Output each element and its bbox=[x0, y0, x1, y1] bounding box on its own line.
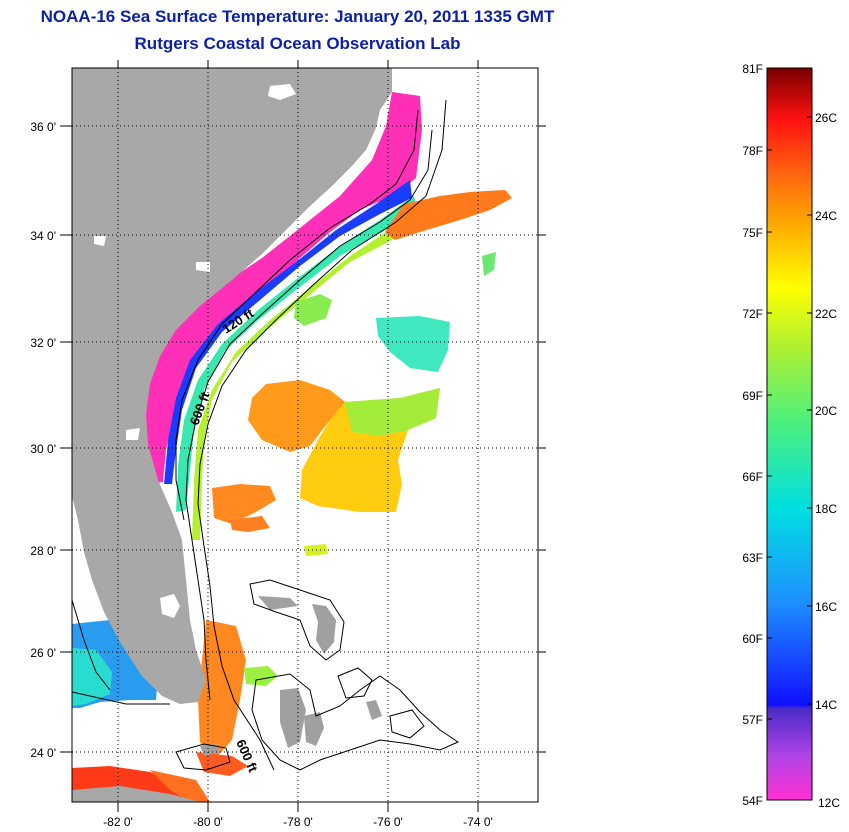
lat-labels: 36 0' 34 0' 32 0' 30 0' 28 0' 26 0' 24 0… bbox=[30, 120, 56, 760]
colorbar-gradient bbox=[766, 67, 813, 801]
f-label-75: 75F bbox=[742, 226, 763, 240]
lon-labels: -82 0' -80 0' -78 0' -76 0' -74 0' bbox=[103, 815, 493, 829]
f-label-66: 66F bbox=[742, 470, 763, 484]
bahamas-bank-2 bbox=[251, 673, 460, 771]
colorbar-f-ticks bbox=[767, 67, 772, 801]
f-label-69: 69F bbox=[742, 389, 763, 403]
bahamas-bank-3 bbox=[337, 667, 373, 699]
sst-offshore-orange-3 bbox=[212, 484, 276, 524]
colorbar-c-labels: 26C 24C 22C 20C 18C 16C 14C 12C bbox=[815, 111, 840, 810]
sst-straits-green bbox=[244, 666, 278, 686]
lon-label-74: -74 0' bbox=[463, 815, 493, 829]
land-grand-bahama bbox=[258, 596, 298, 610]
land bbox=[72, 68, 392, 802]
c-label-26: 26C bbox=[815, 111, 837, 125]
colorbar-c-ticks bbox=[807, 116, 812, 801]
map-title: NOAA-16 Sea Surface Temperature: January… bbox=[40, 7, 555, 26]
sst-offshore-orange-4 bbox=[230, 516, 270, 532]
lon-label-78: -78 0' bbox=[283, 815, 313, 829]
sst-gulf-cyan bbox=[72, 648, 112, 706]
lat-label-30: 30 0' bbox=[30, 442, 56, 456]
f-label-72: 72F bbox=[742, 307, 763, 321]
lat-label-32: 32 0' bbox=[30, 336, 56, 350]
lat-label-28: 28 0' bbox=[30, 544, 56, 558]
sst-offshore-green-1 bbox=[345, 388, 440, 436]
f-label-60: 60F bbox=[742, 632, 763, 646]
lon-label-76: -76 0' bbox=[373, 815, 403, 829]
bahamas-bank-4 bbox=[389, 709, 425, 739]
map-subtitle: Rutgers Coastal Ocean Observation Lab bbox=[134, 34, 461, 53]
sst-blue-band bbox=[164, 180, 412, 484]
gulf-isobath-2 bbox=[72, 599, 111, 691]
f-label-81: 81F bbox=[742, 62, 763, 76]
sst-offshore-warm-2 bbox=[248, 380, 345, 452]
land-bahamas-abaco bbox=[312, 604, 336, 654]
cloud-mark-1 bbox=[268, 84, 296, 100]
sst-florida-straits bbox=[198, 620, 246, 760]
cloud-mark-3 bbox=[126, 428, 140, 440]
c-label-24: 24C bbox=[815, 209, 837, 223]
graticule bbox=[72, 68, 538, 802]
isobath-inner bbox=[175, 109, 419, 521]
f-label-78: 78F bbox=[742, 144, 763, 158]
land-us-southeast bbox=[72, 68, 392, 704]
lon-label-82: -82 0' bbox=[103, 815, 133, 829]
sst-swaths bbox=[72, 92, 512, 802]
cay-sal-bank bbox=[175, 743, 231, 771]
sst-offshore-warm-1 bbox=[385, 190, 512, 240]
c-label-20: 20C bbox=[815, 404, 837, 418]
map-area: 120 ft 600 ft 600 ft bbox=[72, 68, 538, 802]
f-label-57: 57F bbox=[742, 713, 763, 727]
isobath-120ft bbox=[185, 129, 433, 701]
c-label-22: 22C bbox=[815, 307, 837, 321]
bahamas-bank-1 bbox=[249, 579, 345, 661]
lat-label-36: 36 0' bbox=[30, 120, 56, 134]
colorbar: 81F 78F 75F 72F 69F 66F 63F 60F 57F 54F … bbox=[742, 62, 840, 810]
lat-label-34: 34 0' bbox=[30, 229, 56, 243]
sst-gulf-orange bbox=[150, 770, 210, 802]
land-bahamas-eleuthera bbox=[304, 712, 324, 746]
lat-label-24: 24 0' bbox=[30, 746, 56, 760]
sst-offshore-cyan-1 bbox=[376, 316, 450, 372]
land-bahamas-small-2 bbox=[366, 700, 382, 720]
colorbar-f-labels: 81F 78F 75F 72F 69F 66F 63F 60F 57F 54F bbox=[742, 62, 763, 808]
gulf-isobath bbox=[72, 691, 170, 705]
sst-cold-coastal-band bbox=[142, 92, 422, 484]
land-bahamas-small bbox=[200, 744, 220, 756]
sst-offshore-red-1 bbox=[196, 752, 248, 776]
cloud-mark-2 bbox=[196, 262, 210, 272]
lake-okeechobee bbox=[160, 594, 180, 618]
c-label-16: 16C bbox=[815, 600, 837, 614]
map-frame bbox=[71, 67, 539, 803]
lat-label-26: 26 0' bbox=[30, 646, 56, 660]
f-label-54: 54F bbox=[742, 794, 763, 808]
f-label-63: 63F bbox=[742, 551, 763, 565]
c-label-14: 14C bbox=[815, 698, 837, 712]
land-bahamas-andros bbox=[280, 688, 306, 748]
c-label-12: 12C bbox=[818, 796, 840, 810]
map-ticks bbox=[60, 60, 546, 812]
cloud-mark-4 bbox=[94, 236, 106, 246]
c-label-18: 18C bbox=[815, 502, 837, 516]
lon-label-80: -80 0' bbox=[193, 815, 223, 829]
sst-offshore-green-3 bbox=[482, 252, 496, 276]
sst-offshore-green-2 bbox=[294, 294, 332, 326]
land-cuba bbox=[72, 786, 200, 802]
